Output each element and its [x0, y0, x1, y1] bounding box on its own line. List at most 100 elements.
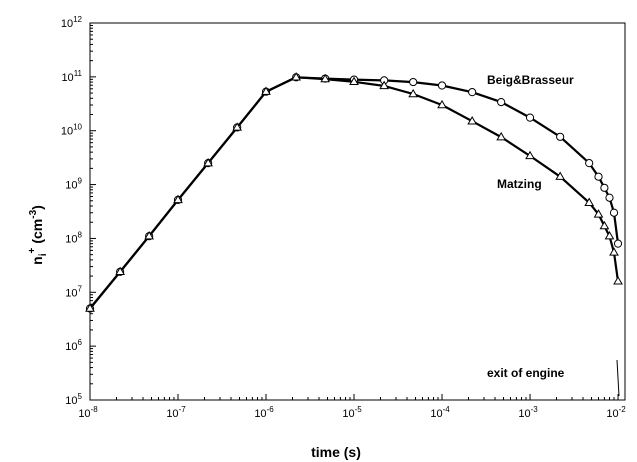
data-point	[599, 220, 610, 230]
x-tick-label-exp: -4	[443, 405, 451, 414]
y-axis-title-unit: (cm	[29, 219, 45, 244]
x-tick-label-base: 10	[78, 408, 90, 420]
x-tick-label: 10-8	[78, 405, 98, 420]
y-axis-title-base: n	[29, 256, 45, 265]
data-point	[261, 86, 271, 95]
data-point	[291, 72, 302, 81]
plot-frame	[89, 22, 626, 401]
series-beig-brasseur	[85, 73, 623, 313]
series-layer	[85, 72, 623, 313]
data-point	[408, 88, 419, 98]
data-point	[525, 150, 535, 160]
x-tick-label-exp: -5	[355, 405, 363, 414]
y-axis-title-sup: +	[27, 247, 38, 253]
series-line	[89, 76, 620, 310]
data-point	[203, 157, 213, 167]
data-point	[232, 122, 243, 131]
data-point	[613, 239, 623, 248]
data-point	[593, 209, 604, 218]
y-tick-label-base: 10	[61, 18, 73, 30]
x-tick-label-base: 10	[430, 408, 442, 420]
y-tick-label: 1012	[61, 15, 83, 30]
data-point	[556, 132, 565, 141]
data-point	[144, 230, 155, 240]
y-axis-title-unit-sup: -3	[28, 209, 39, 218]
x-tick-label: 10-6	[254, 405, 274, 420]
x-tick-label-exp: -7	[179, 405, 187, 414]
y-tick-label: 106	[65, 338, 82, 353]
label-exit-of-engine: exit of engine	[487, 366, 565, 380]
y-axis-title-sub: i	[38, 253, 49, 256]
data-point	[585, 159, 594, 168]
data-point	[85, 303, 95, 312]
y-tick-label: 1010	[61, 123, 83, 138]
y-tick-label-exp: 11	[74, 69, 83, 78]
x-tick-label-exp: -8	[91, 405, 99, 414]
y-axis-title-unit-end: )	[29, 205, 45, 210]
data-point	[468, 88, 477, 97]
data-point	[609, 208, 619, 217]
y-tick-label: 109	[65, 177, 82, 192]
series-line	[89, 76, 620, 310]
series-matzing	[85, 72, 623, 312]
y-tick-label-exp: 5	[78, 392, 83, 401]
label-beig-brasseur: Beig&Brasseur	[487, 73, 574, 87]
x-tick-label-base: 10	[254, 408, 266, 420]
data-point	[437, 81, 447, 90]
x-tick-label-exp: -6	[267, 405, 275, 414]
y-tick-label: 108	[65, 230, 82, 245]
data-point	[497, 97, 506, 107]
y-tick-label-base: 10	[65, 341, 77, 353]
x-tick-label-exp: -3	[531, 405, 539, 414]
y-tick-label-exp: 10	[73, 123, 82, 132]
y-tick-label-base: 10	[65, 233, 77, 245]
x-axis: 10-8 10-7 10-6 10-5 10-4 10-3 10-2	[78, 394, 626, 420]
data-point	[467, 116, 478, 125]
data-point	[496, 131, 507, 141]
data-point	[320, 73, 331, 83]
y-tick-label-base: 10	[65, 395, 77, 407]
y-tick-label-base: 10	[61, 126, 73, 138]
x-tick-label: 10-2	[606, 405, 626, 420]
y-tick-label-exp: 6	[78, 338, 83, 347]
label-matzing: Matzing	[497, 177, 542, 191]
y-tick-label-exp: 9	[78, 177, 83, 186]
data-point	[525, 113, 535, 122]
x-tick-label-base: 10	[606, 408, 618, 420]
plot-area	[89, 22, 626, 401]
x-tick-label: 10-7	[166, 405, 186, 420]
data-point	[115, 266, 125, 276]
x-tick-label: 10-3	[518, 405, 538, 420]
y-tick-label-exp: 12	[73, 15, 82, 24]
x-axis-title: time (s)	[311, 444, 361, 460]
data-point	[409, 77, 418, 87]
x-tick-label: 10-4	[430, 405, 450, 420]
x-tick-label-exp: -2	[619, 405, 627, 414]
y-tick-label: 107	[65, 284, 82, 299]
data-point	[609, 247, 619, 256]
data-point	[437, 99, 447, 109]
data-point	[555, 171, 566, 180]
x-tick-label-base: 10	[166, 408, 178, 420]
y-tick-label-exp: 8	[78, 230, 83, 239]
x-tick-label-base: 10	[342, 408, 354, 420]
y-tick-label-base: 10	[61, 72, 73, 84]
data-point	[613, 276, 623, 285]
data-point	[584, 197, 595, 206]
data-point	[379, 80, 390, 90]
y-tick-label-base: 10	[65, 287, 77, 299]
y-tick-label-exp: 7	[78, 284, 83, 293]
exit-of-engine-marker	[616, 359, 620, 397]
data-point	[600, 183, 609, 192]
data-point	[349, 76, 359, 86]
y-tick-label-base: 10	[65, 180, 77, 192]
y-axis-title: ni+ (cm-3)	[27, 205, 49, 265]
x-tick-label-base: 10	[518, 408, 530, 420]
x-tick-label: 10-5	[342, 405, 362, 420]
y-tick-label: 1011	[61, 69, 82, 84]
data-point	[605, 193, 614, 202]
data-point	[604, 230, 615, 240]
data-point	[173, 194, 183, 204]
